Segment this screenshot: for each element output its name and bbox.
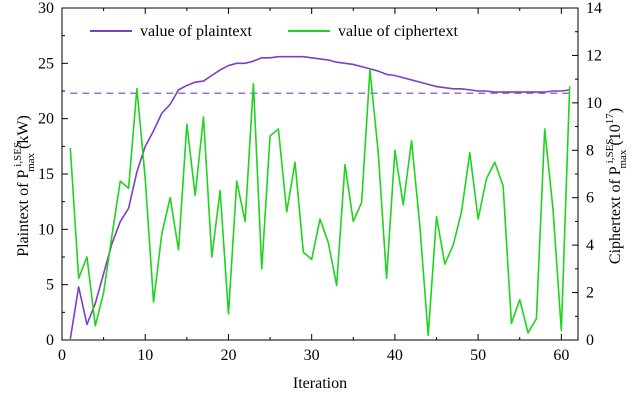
left-axis-title: Plaintext of Pi,SESmax (kW) <box>12 115 37 257</box>
y-right-tick-label: 0 <box>586 332 594 349</box>
axes-layer: 0 10 20 30 40 50 60 0 5 10 15 20 25 30 0 2 4 6 8 10 12 14 <box>38 0 602 364</box>
y-left-tick-label: 5 <box>46 277 54 294</box>
plaintext-series-line <box>69 55 570 340</box>
x-tick-label: 40 <box>387 347 403 364</box>
y-right-tick-label: 6 <box>586 190 594 207</box>
plot-frame <box>61 7 579 341</box>
legend: value of plaintext value of ciphertext <box>90 23 459 40</box>
x-tick-label: 20 <box>220 347 236 364</box>
ciphertext-series-line <box>69 68 571 337</box>
y-left-tick-label: 0 <box>46 332 54 349</box>
y-right-tick-label: 8 <box>586 142 594 159</box>
y-left-tick-label: 15 <box>38 166 54 183</box>
y-right-tick-label: 12 <box>586 47 602 64</box>
y-right-tick-label: 14 <box>586 0 602 17</box>
x-tick-label: 50 <box>470 347 486 364</box>
series-layer <box>69 55 571 340</box>
x-tick-label: 30 <box>304 347 320 364</box>
x-tick-label: 0 <box>58 347 66 364</box>
x-axis-title: Iteration <box>293 375 347 392</box>
y-left-tick-label: 10 <box>38 221 54 238</box>
right-axis-title: Ciphertext of Pi,SESmax (1017) <box>604 108 629 264</box>
y-right-tick-label: 4 <box>586 237 594 254</box>
y-left-tick-label: 30 <box>38 0 54 17</box>
legend-label-ciphertext: value of ciphertext <box>338 23 459 40</box>
x-tick-label: 60 <box>553 347 569 364</box>
y-right-tick-label: 10 <box>586 95 602 112</box>
x-tick-label: 10 <box>137 347 153 364</box>
legend-label-plaintext: value of plaintext <box>140 23 253 40</box>
y-left-tick-label: 20 <box>38 111 54 128</box>
y-left-tick-label: 25 <box>38 55 54 72</box>
y-right-tick-label: 2 <box>586 285 594 302</box>
